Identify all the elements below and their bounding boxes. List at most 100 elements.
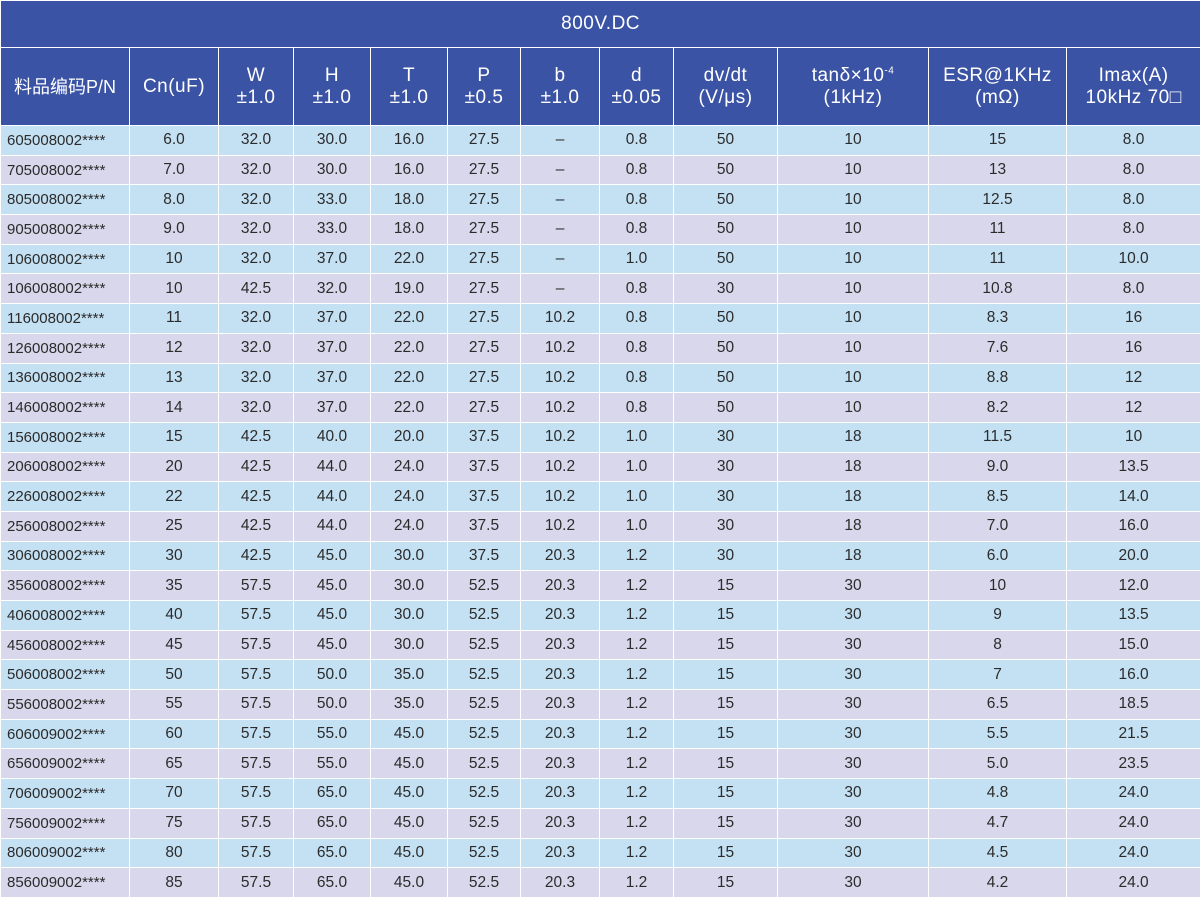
- table-cell: 22.0: [370, 332, 448, 364]
- table-cell: 1.2: [599, 748, 674, 780]
- table-cell: 30: [673, 273, 778, 305]
- table-cell: 13: [129, 362, 219, 394]
- table-row: 706009002**** 70 57.5 65.0 45.0 52.5 20.3 1.2 15…: [0, 778, 1200, 809]
- table-cell: 20: [129, 451, 219, 483]
- table-cell: 52.5: [447, 689, 521, 720]
- table-row: 106008002**** 10 42.5 32.0 19.0 27.5–0.8 30 10 1…: [0, 273, 1200, 305]
- table-cell: 55: [129, 689, 219, 720]
- table-cell: 37.5: [447, 451, 521, 483]
- table-cell: 45.0: [293, 540, 371, 572]
- table-cell: 10.2: [520, 510, 600, 542]
- table-cell: 65.0: [293, 867, 371, 898]
- table-cell: 19.0: [370, 273, 448, 305]
- table-cell: 16.0: [370, 125, 448, 156]
- table-cell: 20.3: [520, 570, 600, 601]
- table-cell: 22: [129, 481, 219, 512]
- table-cell: 20.3: [520, 600, 600, 631]
- table-cell: 33.0: [293, 214, 371, 245]
- header-tan-delta: tanδ×10-4 (1kHz): [777, 47, 929, 126]
- table-cell: 20.3: [520, 807, 600, 839]
- table-row: 306008002**** 30 42.5 45.0 30.0 37.5 20.3 1.2 30…: [0, 540, 1200, 572]
- table-cell: 52.5: [447, 807, 521, 839]
- table-cell: –: [520, 243, 600, 275]
- table-cell: 23.5: [1065, 748, 1200, 780]
- table-cell: 45: [129, 629, 219, 661]
- header-label: H: [324, 64, 340, 86]
- table-cell: 8.3: [928, 303, 1067, 334]
- table-cell: 21.5: [1065, 718, 1200, 750]
- part-number-cell: 126008002****: [0, 332, 130, 364]
- table-cell: 10: [777, 243, 929, 275]
- table-cell: 10.2: [520, 303, 600, 334]
- table-cell: 1.2: [599, 807, 674, 839]
- table-cell: 18: [777, 540, 929, 572]
- part-number-cell: 456008002****: [0, 629, 130, 661]
- part-number-cell: 856009002****: [0, 867, 130, 898]
- table-cell: 33.0: [293, 184, 371, 216]
- table-cell: 57.5: [218, 748, 294, 780]
- table-cell: 7.6: [928, 332, 1067, 364]
- header-sublabel: ±1.0: [540, 86, 580, 108]
- part-number-cell: 656009002****: [0, 748, 130, 780]
- table-cell: 32.0: [218, 392, 294, 423]
- table-cell: 20.3: [520, 629, 600, 661]
- table-cell: 22.0: [370, 392, 448, 423]
- table-cell: 30.0: [293, 154, 371, 186]
- header-h: H ±1.0: [293, 47, 371, 126]
- part-number-cell: 306008002****: [0, 540, 130, 572]
- table-cell: 45.0: [370, 867, 448, 898]
- table-cell: 15: [673, 689, 778, 720]
- table-cell: 57.5: [218, 600, 294, 631]
- table-cell: 30.0: [370, 600, 448, 631]
- table-cell: 27.5: [447, 154, 521, 186]
- table-row: 605008002**** 6.0 32.0 30.0 16.0 27.5–0.8 50 10…: [0, 125, 1200, 156]
- table-cell: 65: [129, 748, 219, 780]
- part-number-cell: 706009002****: [0, 778, 130, 809]
- table-cell: 24.0: [1065, 867, 1200, 898]
- table-cell: 80: [129, 837, 219, 869]
- table-cell: 12: [129, 332, 219, 364]
- table-cell: 20.3: [520, 718, 600, 750]
- table-cell: 6.0: [928, 540, 1067, 572]
- table-cell: 18: [777, 421, 929, 453]
- table-cell: 44.0: [293, 481, 371, 512]
- table-title: 800V.DC: [0, 0, 1200, 48]
- table-cell: 15: [673, 837, 778, 869]
- table-cell: 30: [777, 778, 929, 809]
- table-row: 226008002**** 22 42.5 44.0 24.0 37.5 10.2 1.0 30…: [0, 481, 1200, 512]
- header-sublabel: ±1.0: [312, 86, 352, 108]
- table-cell: 16: [1065, 332, 1200, 364]
- table-cell: 13.5: [1065, 451, 1200, 483]
- table-cell: 20.3: [520, 689, 600, 720]
- header-imax: Imax(A) 10kHz 70□: [1065, 47, 1200, 126]
- table-cell: 0.8: [599, 214, 674, 245]
- table-cell: 1.2: [599, 837, 674, 869]
- table-cell: 52.5: [447, 570, 521, 601]
- table-cell: 32.0: [293, 273, 371, 305]
- table-cell: 10.2: [520, 332, 600, 364]
- table-row: 256008002**** 25 42.5 44.0 24.0 37.5 10.2 1.0 30…: [0, 510, 1200, 542]
- table-cell: 10: [777, 214, 929, 245]
- table-cell: 10: [928, 570, 1067, 601]
- table-cell: 37.5: [447, 540, 521, 572]
- table-cell: 20.3: [520, 748, 600, 780]
- table-cell: 30: [129, 540, 219, 572]
- table-cell: 37.5: [447, 510, 521, 542]
- header-b: b ±1.0: [520, 47, 600, 126]
- table-cell: 18.0: [370, 214, 448, 245]
- table-cell: 57.5: [218, 807, 294, 839]
- table-cell: 8.0: [1065, 214, 1200, 245]
- table-cell: 30: [777, 600, 929, 631]
- table-cell: 1.2: [599, 570, 674, 601]
- table-cell: 37.0: [293, 392, 371, 423]
- table-cell: 20.3: [520, 867, 600, 898]
- table-cell: 32.0: [218, 154, 294, 186]
- table-cell: 65.0: [293, 837, 371, 869]
- table-cell: 14.0: [1065, 481, 1200, 512]
- table-row: 806009002**** 80 57.5 65.0 45.0 52.5 20.3 1.2 15…: [0, 837, 1200, 869]
- table-cell: 42.5: [218, 540, 294, 572]
- table-row: 705008002**** 7.0 32.0 30.0 16.0 27.5–0.8 50 10…: [0, 154, 1200, 186]
- table-row: 606009002**** 60 57.5 55.0 45.0 52.5 20.3 1.2 15…: [0, 718, 1200, 750]
- table-cell: 24.0: [370, 510, 448, 542]
- table-cell: 10.2: [520, 421, 600, 453]
